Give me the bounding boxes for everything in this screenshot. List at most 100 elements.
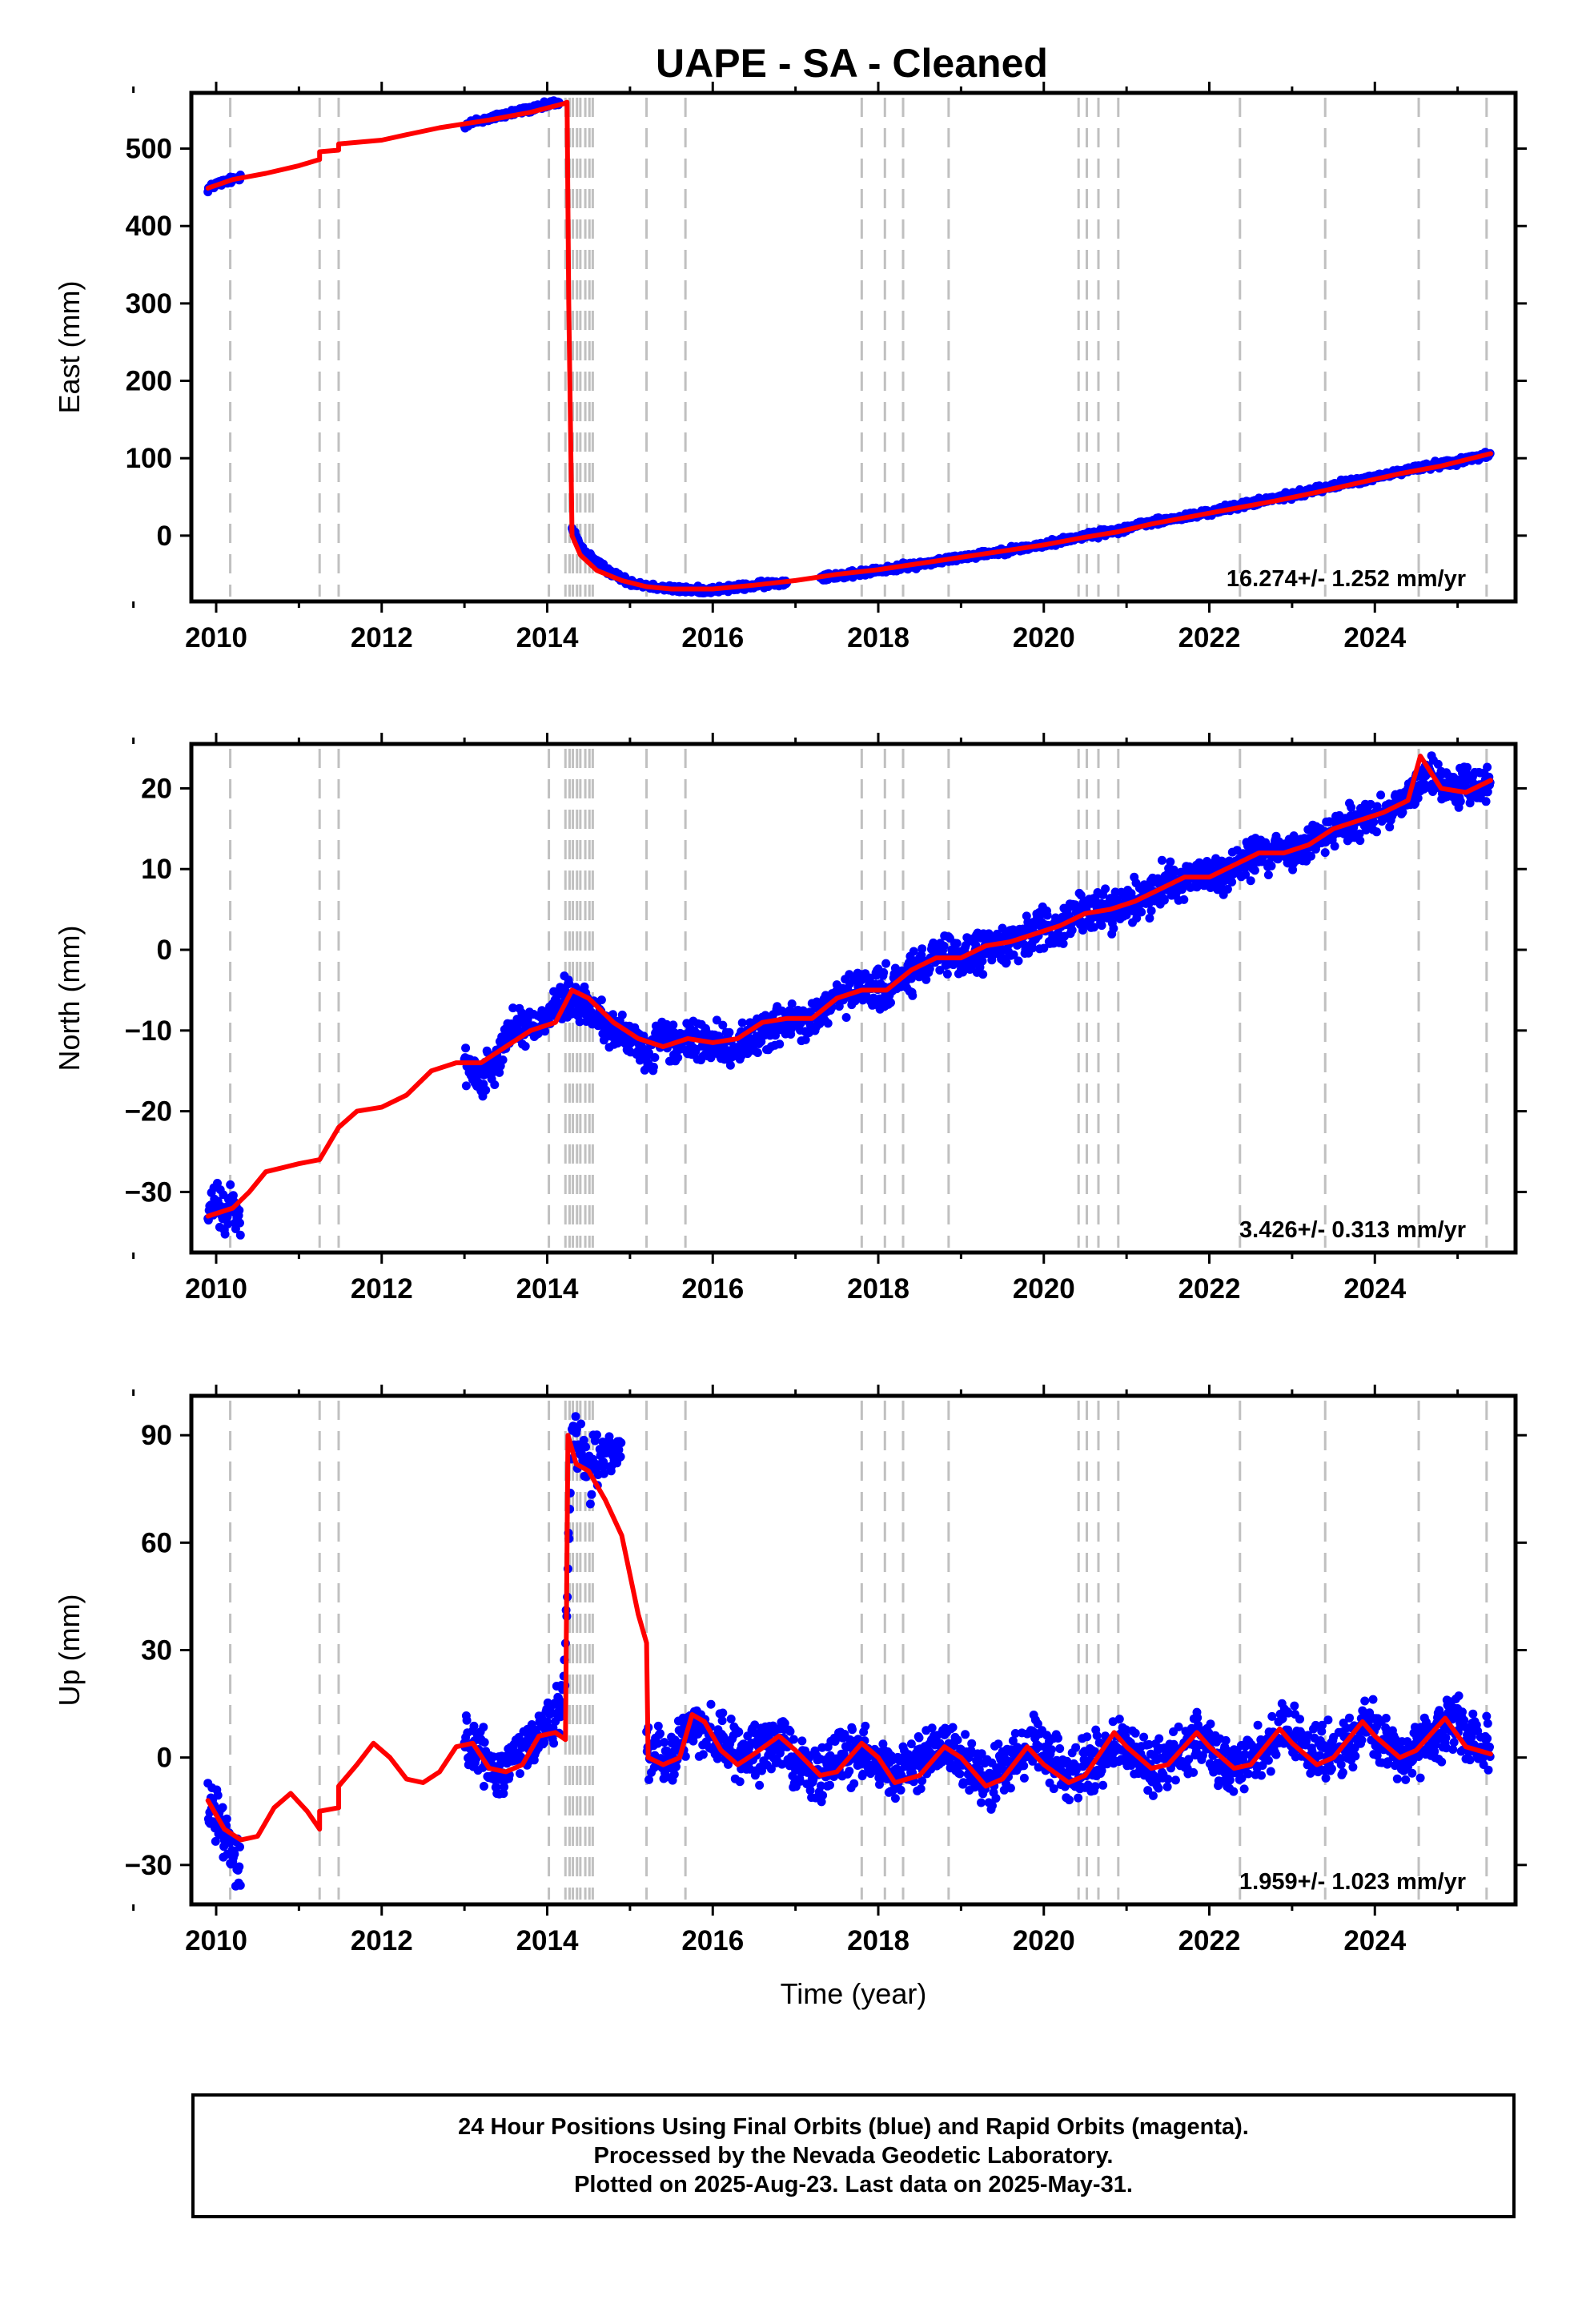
up-data-point: [669, 1770, 679, 1779]
east-x-tick-label: 2010: [185, 622, 247, 653]
east-y-tick-label: 200: [126, 366, 172, 397]
up-data-point: [1154, 1783, 1163, 1793]
north-data-point: [235, 1205, 244, 1215]
up-data-point: [1114, 1715, 1124, 1724]
north-data-point: [520, 1042, 530, 1051]
up-data-point: [1008, 1736, 1018, 1746]
up-data-point: [948, 1723, 958, 1732]
north-data-point: [823, 1019, 833, 1028]
up-data-point: [977, 1749, 986, 1759]
north-data-point: [1376, 790, 1386, 800]
up-data-point: [1082, 1732, 1092, 1742]
north-data-point: [1170, 867, 1179, 877]
north-data-point: [1101, 884, 1110, 894]
up-data-point: [479, 1723, 488, 1732]
north-data-point: [650, 1053, 660, 1062]
north-data-point: [1090, 923, 1098, 932]
north-data-point: [1433, 759, 1443, 769]
up-data-point: [780, 1719, 789, 1728]
north-data-point: [490, 1080, 500, 1089]
up-data-point: [1055, 1744, 1065, 1753]
up-data-point: [235, 1862, 244, 1872]
north-data-point: [223, 1219, 233, 1228]
north-data-point: [1355, 829, 1364, 838]
north-y-axis-label: North (mm): [53, 926, 86, 1072]
north-y-tick-label: 20: [141, 773, 172, 804]
up-data-point: [1019, 1773, 1029, 1783]
up-data-point: [994, 1739, 1003, 1749]
up-data-point: [916, 1784, 926, 1794]
north-data-point: [1246, 876, 1255, 886]
up-data-point: [571, 1412, 580, 1421]
up-data-point: [955, 1769, 965, 1779]
north-data-point: [908, 991, 917, 1000]
north-data-point: [1355, 836, 1365, 846]
up-data-point: [927, 1723, 937, 1733]
up-data-point: [890, 1794, 900, 1803]
up-data-point: [616, 1452, 625, 1462]
up-data-point: [1033, 1719, 1042, 1729]
north-data-point: [881, 959, 891, 968]
north-x-tick-label: 2014: [516, 1273, 579, 1305]
north-data-point: [1385, 822, 1395, 832]
north-data-point: [1157, 855, 1166, 865]
up-data-point: [735, 1777, 745, 1787]
up-data-point: [540, 1738, 549, 1747]
up-data-point: [230, 1849, 239, 1859]
north-data-point: [978, 956, 987, 966]
up-data-point: [1098, 1780, 1108, 1790]
north-plot-area: [203, 751, 1495, 1240]
north-data-point: [935, 966, 945, 975]
up-panel: 2010 2012 2014 2016 2018 2020 2022 2024−3003060…: [53, 1385, 1527, 1956]
up-data-point: [1028, 1756, 1038, 1766]
north-data-point: [978, 970, 988, 979]
up-data-point: [1170, 1775, 1180, 1785]
east-x-tick-label: 2016: [681, 622, 744, 653]
up-data-point: [576, 1419, 586, 1429]
north-data-point: [1132, 914, 1142, 923]
north-data-point: [1166, 857, 1175, 866]
east-y-tick-label: 100: [126, 443, 172, 474]
up-data-point: [653, 1721, 663, 1731]
up-data-point: [717, 1716, 727, 1726]
east-y-axis-label: East (mm): [53, 281, 86, 414]
up-data-point: [1139, 1732, 1149, 1742]
north-data-point: [1307, 851, 1315, 861]
north-data-point: [1250, 866, 1259, 875]
east-plot-area: [203, 96, 1495, 597]
up-data-points: [203, 1412, 1495, 1891]
north-frame: [189, 742, 1518, 1255]
up-data-point: [1189, 1767, 1199, 1777]
north-data-point: [1463, 762, 1472, 772]
north-data-point: [1347, 802, 1356, 812]
up-data-point: [1074, 1793, 1083, 1803]
up-data-point: [1092, 1731, 1102, 1740]
up-data-point: [1174, 1722, 1183, 1731]
east-model-line: [205, 99, 1493, 592]
north-data-point: [1014, 956, 1023, 966]
north-data-point: [1481, 797, 1491, 806]
up-data-point: [1054, 1734, 1062, 1743]
north-data-point: [617, 1010, 627, 1019]
north-data-point: [1267, 861, 1276, 870]
up-data-point: [718, 1708, 728, 1718]
north-data-point: [1146, 906, 1156, 915]
up-data-point: [848, 1725, 857, 1735]
north-data-point: [1372, 827, 1381, 837]
north-data-point: [596, 995, 606, 1005]
north-x-tick-label: 2022: [1178, 1273, 1241, 1305]
up-data-point: [1046, 1745, 1056, 1755]
north-data-point: [1159, 895, 1169, 905]
up-data-point: [516, 1769, 524, 1779]
up-data-point: [805, 1786, 815, 1795]
north-data-point: [917, 944, 927, 954]
north-data-point: [939, 941, 949, 951]
up-data-point: [672, 1762, 681, 1771]
north-data-point: [1042, 911, 1052, 920]
up-data-point: [500, 1782, 509, 1791]
east-panel: 2010 2012 2014 2016 2018 2020 2022 202401002003…: [53, 82, 1527, 653]
north-data-point: [1483, 787, 1492, 797]
up-data-point: [757, 1766, 766, 1775]
up-data-point: [861, 1721, 870, 1731]
north-data-point: [644, 1048, 653, 1058]
